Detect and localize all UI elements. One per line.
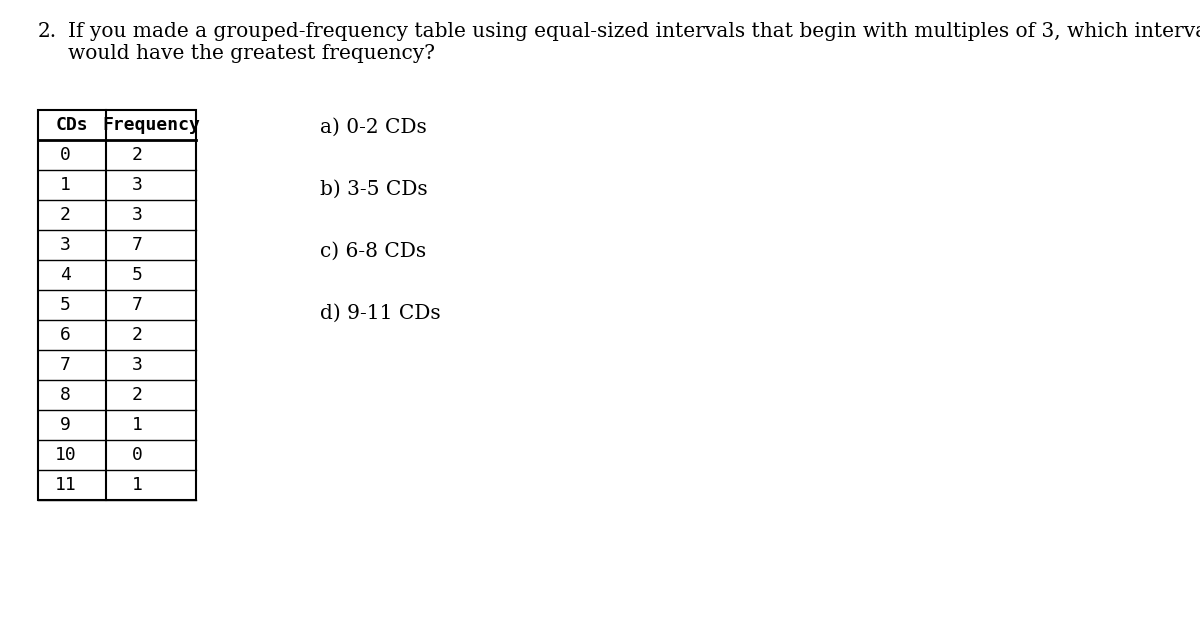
Text: 2: 2 bbox=[132, 386, 143, 404]
Text: 0: 0 bbox=[60, 146, 71, 164]
Bar bbox=[38, 110, 196, 500]
Text: 3: 3 bbox=[132, 356, 143, 374]
Text: 1: 1 bbox=[60, 176, 71, 194]
Text: 2: 2 bbox=[132, 146, 143, 164]
Text: 1: 1 bbox=[132, 476, 143, 494]
Text: 3: 3 bbox=[132, 176, 143, 194]
Text: 3: 3 bbox=[60, 236, 71, 254]
Text: 0: 0 bbox=[132, 446, 143, 464]
Text: 5: 5 bbox=[60, 296, 71, 314]
Text: CDs: CDs bbox=[55, 116, 89, 134]
Text: 9: 9 bbox=[60, 416, 71, 434]
Text: a) 0-2 CDs: a) 0-2 CDs bbox=[320, 118, 427, 137]
Text: 2: 2 bbox=[132, 326, 143, 344]
Text: 7: 7 bbox=[132, 236, 143, 254]
Text: 8: 8 bbox=[60, 386, 71, 404]
Text: 6: 6 bbox=[60, 326, 71, 344]
Text: 2.: 2. bbox=[38, 22, 58, 41]
Text: b) 3-5 CDs: b) 3-5 CDs bbox=[320, 180, 427, 199]
Text: 2: 2 bbox=[60, 206, 71, 224]
Text: 1: 1 bbox=[132, 416, 143, 434]
Text: Frequency: Frequency bbox=[102, 116, 200, 134]
Text: 11: 11 bbox=[54, 476, 76, 494]
Text: 7: 7 bbox=[132, 296, 143, 314]
Text: 3: 3 bbox=[132, 206, 143, 224]
Text: d) 9-11 CDs: d) 9-11 CDs bbox=[320, 304, 440, 323]
Text: If you made a grouped-frequency table using equal-sized intervals that begin wit: If you made a grouped-frequency table us… bbox=[68, 22, 1200, 63]
Text: 5: 5 bbox=[132, 266, 143, 284]
Text: 7: 7 bbox=[60, 356, 71, 374]
Text: 4: 4 bbox=[60, 266, 71, 284]
Text: c) 6-8 CDs: c) 6-8 CDs bbox=[320, 242, 426, 261]
Text: 10: 10 bbox=[54, 446, 76, 464]
